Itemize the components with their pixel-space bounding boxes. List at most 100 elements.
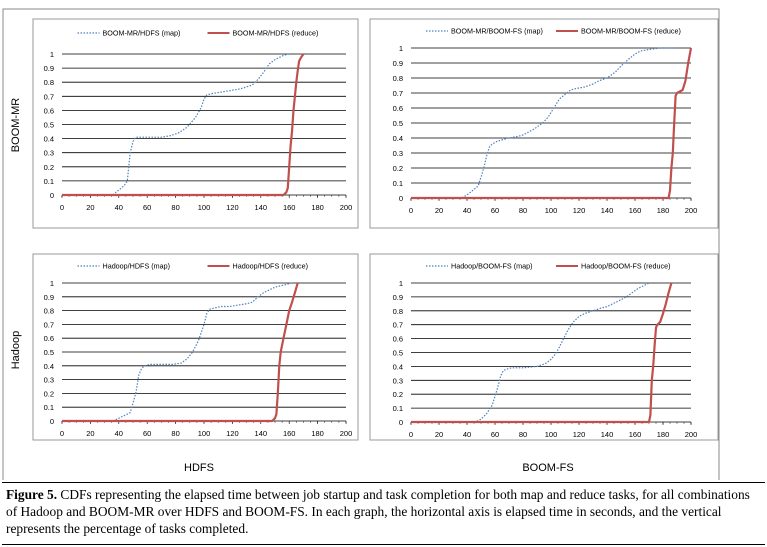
- top-right-legend-map-label: BOOM-MR/BOOM-FS (map): [451, 27, 543, 36]
- bottom-left-ytick-label: 0.9: [44, 293, 54, 302]
- top-right-xtick-label: 120: [573, 206, 586, 215]
- top-right-ytick-label: 0.2: [393, 164, 403, 173]
- bottom-left-ytick-label: 0.7: [44, 320, 54, 329]
- top-right-ytick-label: 0.8: [393, 74, 403, 83]
- top-left-legend-map-label: BOOM-MR/HDFS (map): [103, 29, 181, 38]
- bottom-left-ytick-label: 0.5: [44, 348, 54, 357]
- top-left-panel-frame: [32, 18, 359, 229]
- top-left-xtick-label: 80: [171, 203, 179, 212]
- top-right-ytick-label: 0.7: [393, 89, 403, 98]
- top-right-ytick-label: 0.4: [393, 134, 403, 143]
- bottom-right-xtick-label: 100: [545, 430, 558, 439]
- top-right-ytick-label: 0.1: [393, 179, 403, 188]
- top-right-xtick-label: 40: [463, 206, 471, 215]
- bottom-left-ytick-label: 0.1: [44, 403, 54, 412]
- top-left-series-map-line: [62, 53, 290, 196]
- bottom-right-panel-frame: [369, 253, 719, 441]
- bottom-left-xtick-label: 40: [115, 429, 123, 438]
- bottom-right-ytick-label: 0: [399, 418, 403, 427]
- top-right-ytick-label: 0.5: [393, 119, 403, 128]
- caption-rule-bottom: [2, 544, 765, 545]
- bottom-right-legend-map-label: Hadoop/BOOM-FS (map): [451, 262, 532, 271]
- top-right-xtick-label: 180: [657, 206, 670, 215]
- top-left-ytick-label: 0.4: [44, 135, 54, 144]
- top-left-ytick-label: 0.5: [44, 121, 54, 130]
- top-left-xtick-label: 180: [311, 203, 324, 212]
- top-left-ytick-label: 0.9: [44, 64, 54, 73]
- bottom-left-xtick-label: 0: [60, 429, 64, 438]
- bottom-right-ytick-label: 0.5: [393, 349, 403, 358]
- top-left-ytick-label: 0.1: [44, 177, 54, 186]
- top-right-panel-frame: [369, 18, 719, 229]
- top-right-xtick-label: 200: [685, 206, 698, 215]
- caption-text: CDFs representing the elapsed time betwe…: [6, 487, 750, 536]
- bottom-right-ytick-label: 0.9: [393, 293, 403, 302]
- top-left-xtick-label: 200: [340, 203, 353, 212]
- top-left-xtick-label: 120: [226, 203, 239, 212]
- bottom-left-ytick-label: 1: [50, 279, 54, 288]
- row-label-boom-mr: BOOM-MR: [10, 98, 22, 152]
- bottom-left-ytick-label: 0.3: [44, 376, 54, 385]
- top-left-xtick-label: 160: [283, 203, 296, 212]
- figure-caption: Figure 5. CDFs representing the elapsed …: [6, 486, 764, 537]
- top-left-ytick-label: 0: [50, 191, 54, 200]
- bottom-left-series-map-line: [62, 282, 293, 422]
- top-left-xtick-label: 40: [115, 203, 123, 212]
- top-left-xtick-label: 20: [86, 203, 94, 212]
- bottom-right-xtick-label: 40: [463, 430, 471, 439]
- top-right-ytick-label: 0.3: [393, 149, 403, 158]
- top-left-ytick-label: 0.3: [44, 149, 54, 158]
- top-left-ytick-label: 0.7: [44, 92, 54, 101]
- top-left-legend-reduce-label: BOOM-MR/HDFS (reduce): [233, 29, 319, 38]
- bottom-right-ytick-label: 0.7: [393, 321, 403, 330]
- bottom-left-legend-map-label: Hadoop/HDFS (map): [103, 262, 171, 271]
- bottom-left-xtick-label: 200: [340, 429, 353, 438]
- figure-frame: [2, 8, 720, 480]
- caption-rule-top: [2, 482, 765, 483]
- bottom-left-xtick-label: 160: [283, 429, 296, 438]
- bottom-right-ytick-label: 0.3: [393, 376, 403, 385]
- top-left-xtick-label: 60: [143, 203, 151, 212]
- bottom-left-xtick-label: 80: [171, 429, 179, 438]
- bottom-right-ytick-label: 0.4: [393, 362, 403, 371]
- top-right-xtick-label: 20: [435, 206, 443, 215]
- bottom-right-legend-reduce-label: Hadoop/BOOM-FS (reduce): [581, 262, 670, 271]
- top-right-xtick-label: 80: [519, 206, 527, 215]
- bottom-right-ytick-label: 0.2: [393, 390, 403, 399]
- top-right-ytick-label: 0: [399, 194, 403, 203]
- bottom-left-legend-reduce-label: Hadoop/HDFS (reduce): [233, 262, 309, 271]
- top-left-ytick-label: 0.8: [44, 78, 54, 87]
- top-right-ytick-label: 1: [399, 44, 403, 53]
- bottom-left-panel-frame: [32, 253, 359, 441]
- bottom-left-xtick-label: 120: [226, 429, 239, 438]
- bottom-right-xtick-label: 140: [601, 430, 614, 439]
- bottom-left-ytick-label: 0.4: [44, 362, 54, 371]
- top-right-legend-reduce-label: BOOM-MR/BOOM-FS (reduce): [581, 27, 681, 36]
- top-left-xtick-label: 100: [198, 203, 211, 212]
- bottom-left-xtick-label: 140: [255, 429, 268, 438]
- top-left-xtick-label: 0: [60, 203, 64, 212]
- bottom-left-xtick-label: 180: [311, 429, 324, 438]
- top-right-ytick-label: 0.6: [393, 104, 403, 113]
- bottom-right-series-map-line: [411, 282, 650, 423]
- bottom-left-ytick-label: 0.6: [44, 334, 54, 343]
- bottom-left-ytick-label: 0: [50, 417, 54, 426]
- top-right-xtick-label: 100: [545, 206, 558, 215]
- top-right-xtick-label: 0: [409, 206, 413, 215]
- top-right-xtick-label: 60: [491, 206, 499, 215]
- bottom-right-xtick-label: 0: [409, 430, 413, 439]
- bottom-right-ytick-label: 0.8: [393, 307, 403, 316]
- bottom-left-xtick-label: 60: [143, 429, 151, 438]
- bottom-right-ytick-label: 1: [399, 279, 403, 288]
- col-label-boom-fs: BOOM-FS: [522, 462, 573, 474]
- bottom-right-xtick-label: 80: [519, 430, 527, 439]
- bottom-right-xtick-label: 200: [685, 430, 698, 439]
- figure-canvas: BOOM-MR Hadoop HDFS BOOM-FS 0 0.1 0.2 0.3 0.…: [2, 8, 720, 480]
- bottom-left-xtick-label: 20: [86, 429, 94, 438]
- bottom-right-series-reduce-line: [411, 282, 673, 424]
- top-left-xtick-label: 140: [255, 203, 268, 212]
- bottom-left-ytick-label: 0.8: [44, 307, 54, 316]
- top-right-ytick-label: 0.9: [393, 59, 403, 68]
- col-label-hdfs: HDFS: [184, 462, 214, 474]
